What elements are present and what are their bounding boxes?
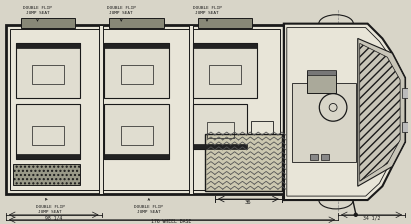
Polygon shape — [358, 39, 405, 186]
Bar — [16, 104, 80, 159]
Bar — [307, 71, 336, 93]
Bar — [251, 121, 273, 137]
Bar — [99, 25, 102, 194]
Bar — [10, 29, 280, 190]
Bar — [292, 83, 356, 162]
Bar — [120, 65, 152, 84]
Text: 36: 36 — [245, 200, 252, 205]
Bar — [251, 141, 273, 157]
Bar — [205, 134, 282, 138]
Bar — [207, 122, 234, 138]
Bar — [6, 25, 284, 194]
Text: DOUBLE FLIP
JUMP SEAT: DOUBLE FLIP JUMP SEAT — [107, 6, 136, 21]
Bar — [193, 144, 247, 149]
Text: 98 1/4: 98 1/4 — [45, 215, 62, 220]
Bar — [278, 134, 282, 191]
Bar — [104, 43, 169, 98]
Bar — [21, 18, 75, 28]
Bar — [402, 88, 408, 98]
Bar — [104, 154, 169, 159]
Bar — [189, 25, 193, 194]
Bar — [120, 126, 152, 145]
Bar — [205, 134, 282, 191]
Bar — [193, 43, 257, 48]
Bar — [307, 70, 336, 75]
Bar — [109, 18, 164, 28]
Bar — [16, 43, 80, 98]
Bar — [205, 187, 282, 191]
Bar — [13, 164, 80, 185]
Text: DOUBLE FLIP
JUMP SEAT: DOUBLE FLIP JUMP SEAT — [134, 199, 163, 214]
Text: DOUBLE FLIP
JUMP SEAT: DOUBLE FLIP JUMP SEAT — [192, 6, 222, 21]
Bar — [198, 18, 252, 28]
Bar — [402, 122, 408, 132]
Bar — [209, 65, 241, 84]
Text: DOUBLE FLIP
JUMP SEAT: DOUBLE FLIP JUMP SEAT — [23, 6, 52, 21]
Circle shape — [354, 213, 357, 216]
Text: DOUBLE FLIP
JUMP SEAT: DOUBLE FLIP JUMP SEAT — [36, 198, 65, 214]
Bar — [104, 104, 169, 159]
Text: 34 1/2: 34 1/2 — [363, 215, 380, 220]
Bar — [16, 154, 80, 159]
Bar — [390, 78, 405, 142]
Bar — [32, 65, 64, 84]
Bar — [104, 43, 169, 48]
Bar — [310, 154, 319, 160]
Bar — [193, 43, 257, 98]
Bar — [16, 43, 80, 48]
Bar — [32, 126, 64, 145]
Text: 176 WHEEL BASE: 176 WHEEL BASE — [151, 219, 192, 224]
Bar — [321, 154, 329, 160]
Polygon shape — [284, 24, 405, 200]
Bar — [193, 104, 247, 149]
